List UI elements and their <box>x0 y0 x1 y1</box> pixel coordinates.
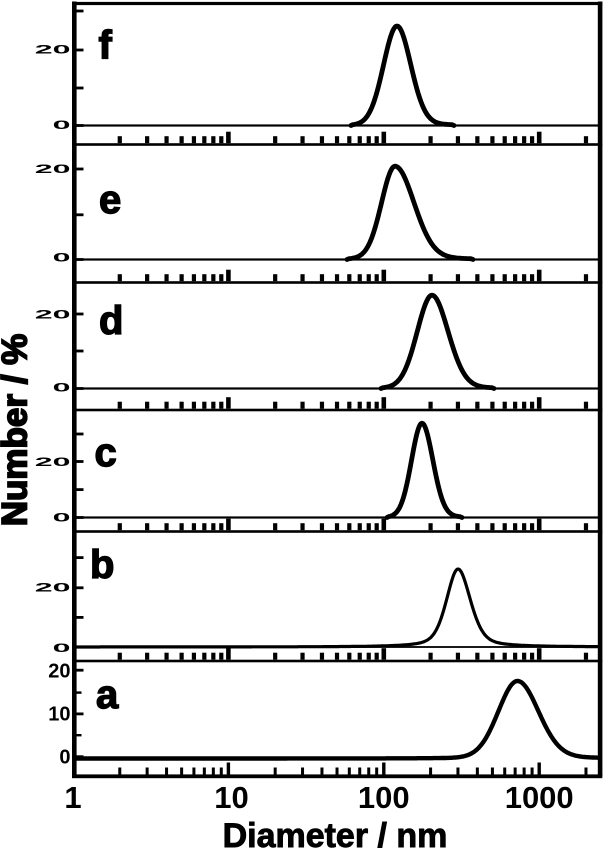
svg-text:20: 20 <box>35 455 71 468</box>
svg-text:0: 0 <box>53 511 71 524</box>
svg-text:20: 20 <box>35 163 71 176</box>
svg-text:0: 0 <box>53 251 71 264</box>
svg-text:Number / %: Number / % <box>0 334 35 527</box>
svg-text:20: 20 <box>35 581 71 594</box>
svg-text:c: c <box>95 431 117 475</box>
svg-text:0: 0 <box>59 747 70 769</box>
svg-text:100: 100 <box>358 780 410 815</box>
svg-text:0: 0 <box>53 381 71 394</box>
svg-text:1: 1 <box>64 780 81 815</box>
svg-text:20: 20 <box>35 43 71 56</box>
svg-text:Diameter / nm: Diameter / nm <box>223 817 448 854</box>
svg-text:10: 10 <box>48 704 70 726</box>
svg-text:b: b <box>90 543 114 587</box>
svg-text:f: f <box>99 23 113 67</box>
svg-text:a: a <box>96 673 119 717</box>
svg-text:20: 20 <box>35 308 71 321</box>
svg-text:0: 0 <box>53 642 71 655</box>
svg-text:1000: 1000 <box>505 780 574 815</box>
svg-text:10: 10 <box>214 780 248 815</box>
svg-text:d: d <box>99 299 123 343</box>
svg-text:20: 20 <box>48 660 70 682</box>
svg-text:0: 0 <box>53 118 71 131</box>
svg-text:e: e <box>99 178 121 222</box>
